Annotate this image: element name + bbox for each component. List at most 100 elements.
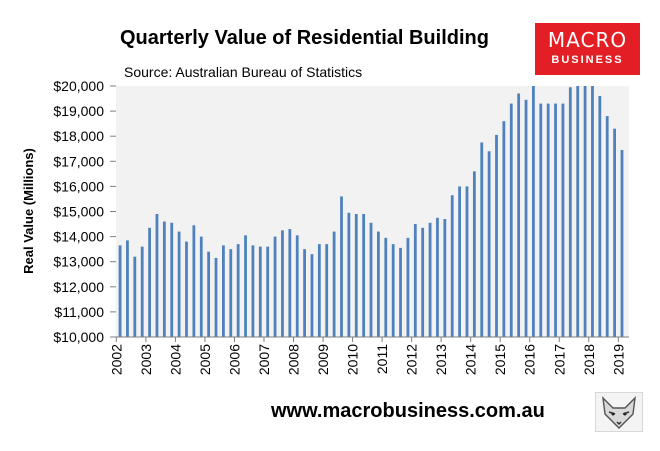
bar bbox=[502, 121, 506, 337]
y-axis: $10,000 $11,000 $12,000 $13,000 $14,000 $15,0… bbox=[53, 78, 116, 345]
bar bbox=[576, 86, 580, 337]
bar bbox=[450, 195, 454, 337]
y-tick-label: $12,000 bbox=[53, 279, 104, 295]
bar bbox=[487, 151, 491, 337]
bar bbox=[598, 96, 602, 337]
bar bbox=[229, 249, 233, 337]
bar bbox=[332, 231, 336, 337]
y-axis-label: Real Value (Millions) bbox=[21, 148, 36, 274]
x-tick-label: 2003 bbox=[138, 344, 154, 375]
bar bbox=[251, 245, 255, 337]
y-tick-label: $16,000 bbox=[53, 178, 104, 194]
logo-bottom-text: BUSINESS bbox=[551, 54, 624, 66]
bar bbox=[199, 236, 203, 337]
bar bbox=[583, 86, 587, 337]
x-tick-label: 2019 bbox=[610, 344, 626, 375]
bar bbox=[281, 230, 284, 337]
y-tick-label: $13,000 bbox=[53, 254, 104, 270]
bar bbox=[561, 103, 565, 337]
bar bbox=[495, 134, 498, 337]
x-axis: 2002 2003 2004 2005 2006 2007 2008 2009 2010 2011… bbox=[108, 337, 626, 375]
y-tick-label: $20,000 bbox=[53, 78, 104, 94]
x-tick-label: 2006 bbox=[226, 344, 242, 375]
x-tick-label: 2002 bbox=[108, 344, 124, 375]
bar bbox=[177, 231, 181, 337]
bar bbox=[517, 93, 521, 337]
bar bbox=[133, 256, 137, 337]
bar bbox=[185, 241, 188, 337]
x-tick-label: 2005 bbox=[197, 344, 213, 375]
x-tick-label: 2018 bbox=[581, 344, 597, 375]
bar bbox=[406, 237, 410, 337]
chart-title: Quarterly Value of Residential Building bbox=[120, 27, 489, 49]
bar bbox=[354, 214, 358, 337]
bars-group bbox=[118, 86, 624, 338]
bar bbox=[546, 103, 550, 337]
bar bbox=[620, 150, 624, 337]
x-tick-label: 2016 bbox=[522, 344, 538, 375]
bar bbox=[273, 236, 277, 337]
bar bbox=[303, 249, 306, 337]
x-tick-label: 2013 bbox=[433, 344, 449, 375]
bar bbox=[266, 246, 270, 337]
bar bbox=[244, 235, 247, 337]
bar bbox=[428, 222, 432, 337]
bar bbox=[399, 247, 402, 337]
bar bbox=[162, 221, 166, 337]
bar bbox=[192, 225, 196, 337]
bar bbox=[377, 231, 380, 337]
macrobusiness-logo: MACRO BUSINESS bbox=[535, 23, 640, 75]
bar bbox=[325, 244, 329, 337]
bar bbox=[258, 246, 262, 337]
bar bbox=[613, 128, 616, 337]
bar bbox=[362, 214, 366, 337]
bar bbox=[384, 237, 388, 337]
x-tick-label: 2012 bbox=[404, 344, 420, 375]
bar bbox=[554, 103, 557, 337]
x-tick-label: 2007 bbox=[256, 344, 272, 375]
bar bbox=[236, 244, 240, 337]
bar bbox=[295, 235, 299, 337]
y-tick-label: $15,000 bbox=[53, 204, 104, 220]
bar bbox=[472, 171, 476, 337]
y-tick-label: $19,000 bbox=[53, 103, 104, 119]
bar bbox=[155, 214, 159, 337]
bar bbox=[443, 219, 447, 337]
x-tick-label: 2011 bbox=[374, 344, 390, 374]
x-tick-label: 2008 bbox=[286, 344, 302, 375]
bar bbox=[524, 99, 528, 337]
bar bbox=[568, 87, 572, 337]
bar bbox=[214, 257, 218, 337]
bar bbox=[126, 240, 129, 337]
x-tick-label: 2010 bbox=[345, 344, 361, 375]
x-tick-label: 2015 bbox=[492, 344, 508, 375]
bar bbox=[347, 212, 351, 337]
bar bbox=[421, 227, 425, 337]
y-tick-label: $14,000 bbox=[53, 229, 104, 245]
bar bbox=[436, 217, 439, 337]
bar bbox=[480, 142, 484, 337]
x-tick-label: 2009 bbox=[315, 344, 331, 375]
bar bbox=[413, 224, 417, 337]
bar bbox=[140, 246, 144, 337]
bar bbox=[509, 103, 513, 337]
footer-url[interactable]: www.macrobusiness.com.au bbox=[271, 400, 545, 422]
bar bbox=[222, 245, 225, 337]
bar bbox=[532, 86, 535, 337]
y-tick-label: $11,000 bbox=[54, 304, 104, 320]
bar bbox=[207, 251, 211, 337]
logo-top-text: MACRO bbox=[547, 28, 628, 52]
y-tick-label: $17,000 bbox=[53, 153, 104, 169]
x-tick-label: 2004 bbox=[167, 344, 183, 375]
y-tick-label: $18,000 bbox=[53, 128, 104, 144]
bar bbox=[310, 254, 314, 337]
y-tick-label: $10,000 bbox=[53, 329, 104, 345]
x-tick-label: 2017 bbox=[551, 344, 567, 375]
bar bbox=[591, 86, 594, 337]
bar bbox=[288, 229, 292, 337]
bar bbox=[465, 186, 469, 337]
bar bbox=[391, 244, 395, 337]
bar bbox=[148, 227, 151, 337]
bar bbox=[539, 103, 543, 337]
